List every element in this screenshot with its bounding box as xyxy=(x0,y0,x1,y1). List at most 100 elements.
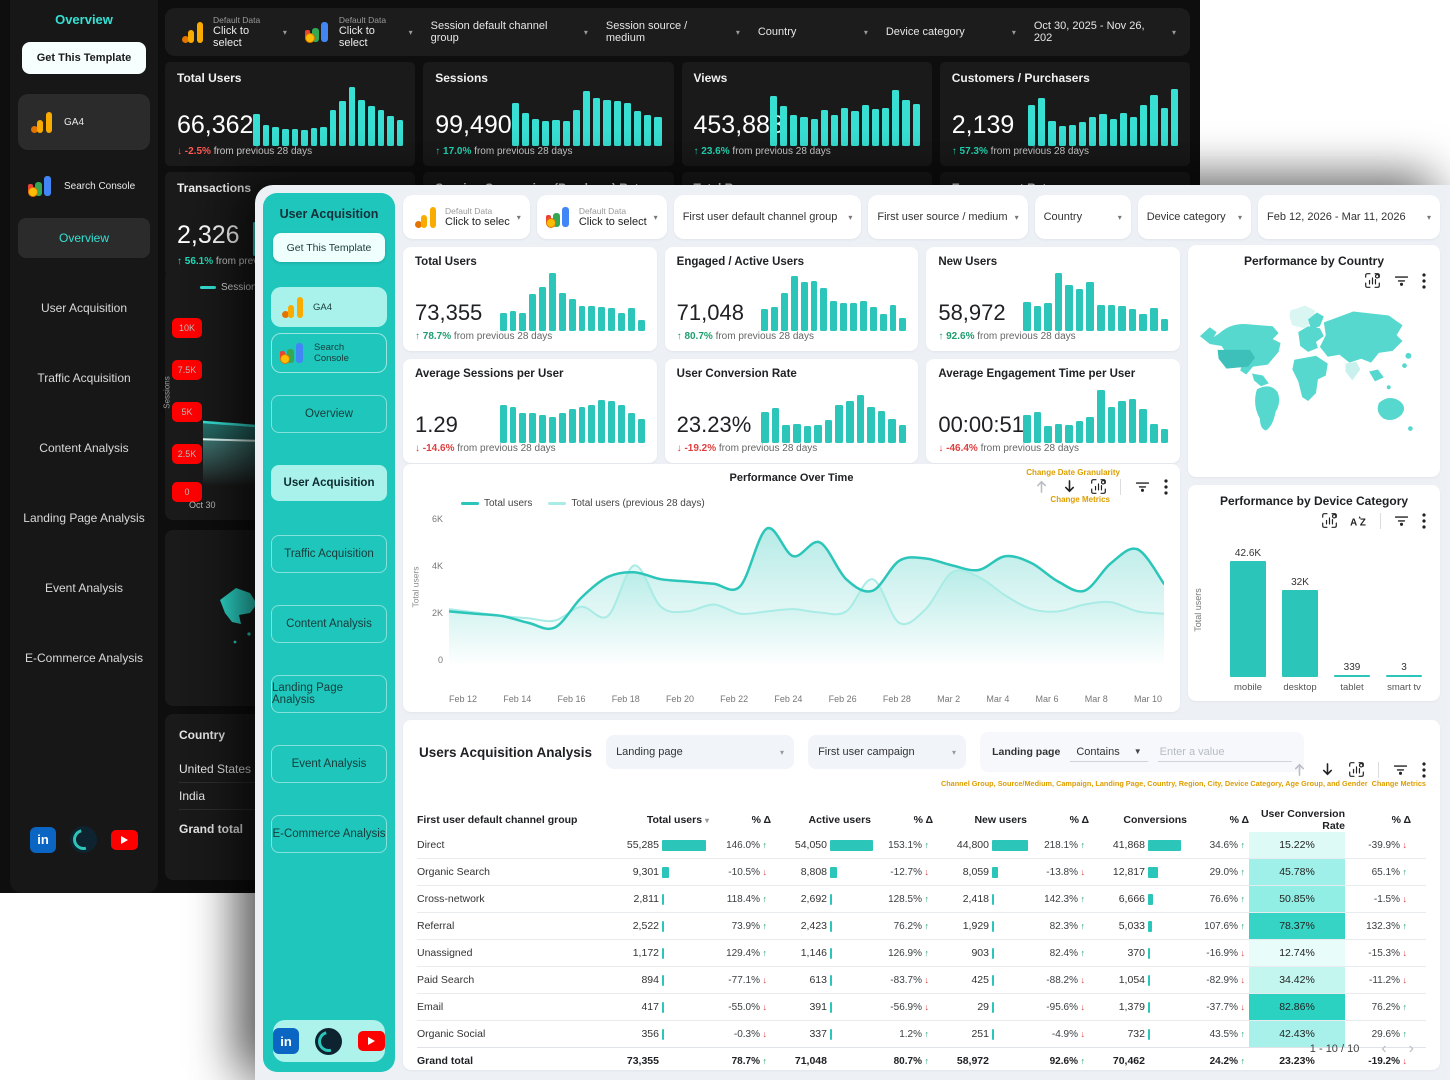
sidebar-item-landing-page-analysis[interactable]: Landing Page Analysis xyxy=(271,675,387,713)
sidebar-item-content-analysis[interactable]: Content Analysis xyxy=(271,605,387,643)
filter-country[interactable]: Country ▾ xyxy=(1034,195,1131,239)
table-row[interactable]: Direct 55,285 146.0% ↑ 54,050 153.1% ↑ 44,800… xyxy=(417,832,1426,859)
filter-icon[interactable] xyxy=(1393,512,1410,529)
change-metrics-icon[interactable] xyxy=(1321,512,1338,529)
breakdown-note: Channel Group, Source/Medium, Campaign, … xyxy=(940,779,1368,788)
filter-first-user-campaign[interactable]: First user campaign ▾ xyxy=(808,735,967,769)
change-metrics-icon[interactable] xyxy=(1348,761,1365,778)
sidebar-item-overview[interactable]: Overview xyxy=(18,218,150,258)
svg-text:Z: Z xyxy=(1360,517,1366,528)
table-row[interactable]: Referral 2,522 73.9% ↑ 2,423 76.2% ↑ 1,929 82.… xyxy=(417,912,1426,940)
source-ga4[interactable]: GA4 xyxy=(18,94,150,150)
table-row[interactable]: Email 417 -55.0% ↓ 391 -56.9% ↓ 29 -95.6% ↓ 1,3… xyxy=(417,993,1426,1021)
source-search-console[interactable]: Search Console xyxy=(18,158,150,214)
filter-session-source-medium[interactable]: Session source / medium ▾ xyxy=(605,20,740,44)
table-controls: Channel Group, Source/Medium, Campaign, … xyxy=(941,760,1426,788)
more-menu-icon[interactable] xyxy=(1164,478,1168,495)
more-menu-icon[interactable] xyxy=(1422,761,1426,778)
sidebar-item-traffic-acquisition[interactable]: Traffic Acquisition xyxy=(37,371,131,385)
sidebar-item-overview[interactable]: Overview xyxy=(271,395,387,433)
search-console-data-selector[interactable]: Default Data Click to select ▾ xyxy=(304,15,413,49)
brand-logo-icon[interactable] xyxy=(315,1027,342,1055)
date-range-picker[interactable]: Oct 30, 2025 - Nov 26, 202 ▾ xyxy=(1033,20,1176,44)
more-menu-icon[interactable] xyxy=(1422,272,1426,289)
y-axis: 6K 4K 2K 0 xyxy=(431,514,443,665)
bar-tablet[interactable]: 339 xyxy=(1330,662,1374,677)
move-down-icon[interactable] xyxy=(1062,479,1077,494)
ga4-data-selector[interactable]: Default Data Click to selec ▾ xyxy=(403,195,530,239)
bar-desktop[interactable]: 32K xyxy=(1278,577,1322,677)
bar-smart tv[interactable]: 3 xyxy=(1382,662,1426,677)
country-map-card: Performance by Country xyxy=(1188,245,1440,477)
scorecard-total-users: Total Users 73,355 ↑ 78.7% from previous … xyxy=(403,247,657,351)
filter-session-channel-group[interactable]: Session default channel group ▾ xyxy=(430,20,588,44)
line-chart[interactable] xyxy=(449,516,1164,666)
sidebar-item-landing-page-analysis[interactable]: Landing Page Analysis xyxy=(23,511,145,525)
table-row[interactable]: Unassigned 1,172 129.4% ↑ 1,146 126.9% ↑ 903 8… xyxy=(417,939,1426,967)
brand-logo-icon[interactable] xyxy=(70,826,97,853)
sidebar-item-content-analysis[interactable]: Content Analysis xyxy=(39,441,129,455)
date-range-picker[interactable]: Feb 12, 2026 - Mar 11, 2026 ▾ xyxy=(1258,195,1440,239)
filter-device-category[interactable]: Device category ▾ xyxy=(885,26,1016,38)
change-metrics-icon[interactable] xyxy=(1090,478,1107,495)
linkedin-icon[interactable]: in xyxy=(30,826,56,853)
search-console-icon xyxy=(545,206,572,228)
advanced-filter-field: Landing page xyxy=(992,746,1061,758)
heatmap-cell: 50.85% xyxy=(1249,886,1345,913)
bar-mobile[interactable]: 42.6K xyxy=(1226,548,1270,677)
sidebar-item-user-acquisition[interactable]: User Acquisition xyxy=(40,301,128,315)
column-header[interactable]: First user default channel group xyxy=(417,814,578,827)
filter-operator-select[interactable]: Contains ▼ xyxy=(1070,743,1148,762)
sparkline xyxy=(511,84,662,146)
table-title: Users Acquisition Analysis xyxy=(419,744,593,760)
linkedin-icon[interactable]: in xyxy=(273,1028,299,1054)
table-row[interactable]: Paid Search 894 -77.1% ↓ 613 -83.7% ↓ 425 -88.… xyxy=(417,966,1426,994)
more-menu-icon[interactable] xyxy=(1422,512,1426,529)
sidebar-item-event-analysis[interactable]: Event Analysis xyxy=(44,581,124,595)
filter-landing-page[interactable]: Landing page ▾ xyxy=(606,735,795,769)
sparkline xyxy=(761,271,907,331)
dark-sidebar: Overview Get This Template GA4 Search Co… xyxy=(10,0,158,893)
filter-icon[interactable] xyxy=(1393,272,1410,289)
sidebar-item-traffic-acquisition[interactable]: Traffic Acquisition xyxy=(271,535,387,573)
move-up-icon[interactable] xyxy=(1292,762,1307,777)
sidebar-item-ecommerce-analysis[interactable]: E-Commerce Analysis xyxy=(271,815,387,853)
sidebar-item-event-analysis[interactable]: Event Analysis xyxy=(271,745,387,783)
source-ga4[interactable]: GA4 xyxy=(271,287,387,327)
ga4-data-selector[interactable]: Default Data Click to select ▾ xyxy=(179,15,287,49)
youtube-icon[interactable] xyxy=(358,1031,385,1051)
get-template-button[interactable]: Get This Template xyxy=(22,42,146,74)
get-template-button[interactable]: Get This Template xyxy=(273,233,385,262)
change-metrics-icon[interactable] xyxy=(1364,272,1381,289)
world-map[interactable] xyxy=(1196,295,1432,450)
table-row[interactable]: Cross-network 2,811 118.4% ↑ 2,692 128.5% ↑ 2… xyxy=(417,885,1426,913)
table-row[interactable]: Organic Social 356 -0.3% ↓ 337 1.2% ↑ 251 -4.9… xyxy=(417,1020,1426,1048)
social-links: in xyxy=(273,1020,385,1062)
move-up-icon[interactable] xyxy=(1034,479,1049,494)
search-console-data-selector[interactable]: Default Data Click to select ▾ xyxy=(536,195,667,239)
page-title: Overview xyxy=(55,12,113,27)
table-row[interactable]: Organic Search 9,301 -10.5% ↓ 8,808 -12.7% ↓… xyxy=(417,858,1426,886)
filter-country[interactable]: Country ▾ xyxy=(757,26,868,38)
sidebar-item-user-acquisition[interactable]: User Acquisition xyxy=(271,465,387,501)
search-console-icon xyxy=(28,175,54,197)
source-search-console[interactable]: Search Console xyxy=(271,333,387,373)
device-bar-chart[interactable]: 42.6K 32K 339 3 mobile desktop tablet smart tv xyxy=(1222,548,1430,693)
filter-icon[interactable] xyxy=(1392,761,1409,778)
youtube-icon[interactable] xyxy=(111,829,138,850)
filter-value-input[interactable] xyxy=(1157,742,1292,762)
filter-first-user-source-medium[interactable]: First user source / medium ▾ xyxy=(868,195,1028,239)
filter-icon[interactable] xyxy=(1134,478,1151,495)
table-row[interactable]: Grand total 73,355 78.7% ↑ 71,048 80.7% ↑ 58,… xyxy=(417,1047,1426,1074)
sparkline xyxy=(253,84,404,146)
heatmap-cell: 45.78% xyxy=(1249,859,1345,886)
column-header-sortable[interactable]: Total users ▾ xyxy=(646,814,709,827)
move-down-icon[interactable] xyxy=(1320,762,1335,777)
filter-device-category[interactable]: Device category ▾ xyxy=(1137,195,1252,239)
filter-first-user-channel-group[interactable]: First user default channel group ▾ xyxy=(673,195,862,239)
sparkline xyxy=(1023,271,1169,331)
next-page-icon[interactable]: › xyxy=(1408,1040,1414,1057)
prev-page-icon[interactable]: ‹ xyxy=(1381,1040,1387,1057)
sidebar-item-ecommerce-analysis[interactable]: E-Commerce Analysis xyxy=(24,651,144,665)
